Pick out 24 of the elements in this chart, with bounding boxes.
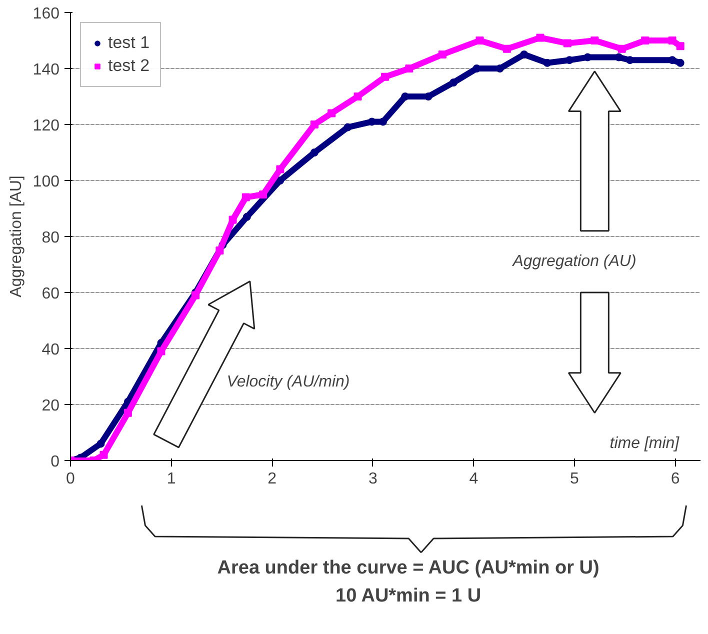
y-tick-label: 120 [32, 118, 60, 134]
annotation: Velocity (AU/min) [226, 374, 350, 390]
x-tick-label: 5 [570, 470, 580, 488]
y-tick-label: 80 [42, 230, 60, 246]
legend-label: test 1 [108, 33, 150, 53]
x-tick-label: 1 [166, 470, 176, 488]
text: 10 AU*min = 1 U [336, 586, 482, 606]
y-tick-label: 60 [42, 286, 60, 302]
x-tick-label: 4 [469, 470, 478, 488]
y-axis-title: Aggregation [AU] [8, 176, 25, 298]
y-tick-label: 140 [32, 62, 60, 78]
x-tick-label: 6 [670, 470, 680, 488]
y-tick-label: 160 [32, 6, 60, 22]
y-tick-label: 100 [32, 174, 60, 190]
y-tick-label: 40 [42, 342, 60, 358]
x-tick-label: 3 [368, 470, 378, 488]
x-tick-label: 0 [66, 470, 76, 488]
legend-label: test 2 [108, 56, 150, 76]
y-tick-label: 20 [42, 398, 60, 414]
y-tick-label: 0 [50, 454, 60, 470]
x-tick-label: 2 [268, 470, 277, 488]
annotation: Aggregation (AU) [512, 253, 636, 270]
annotation: time [min] [610, 435, 680, 452]
text: Area under the curve = AUC (AU*min or U) [217, 558, 600, 578]
